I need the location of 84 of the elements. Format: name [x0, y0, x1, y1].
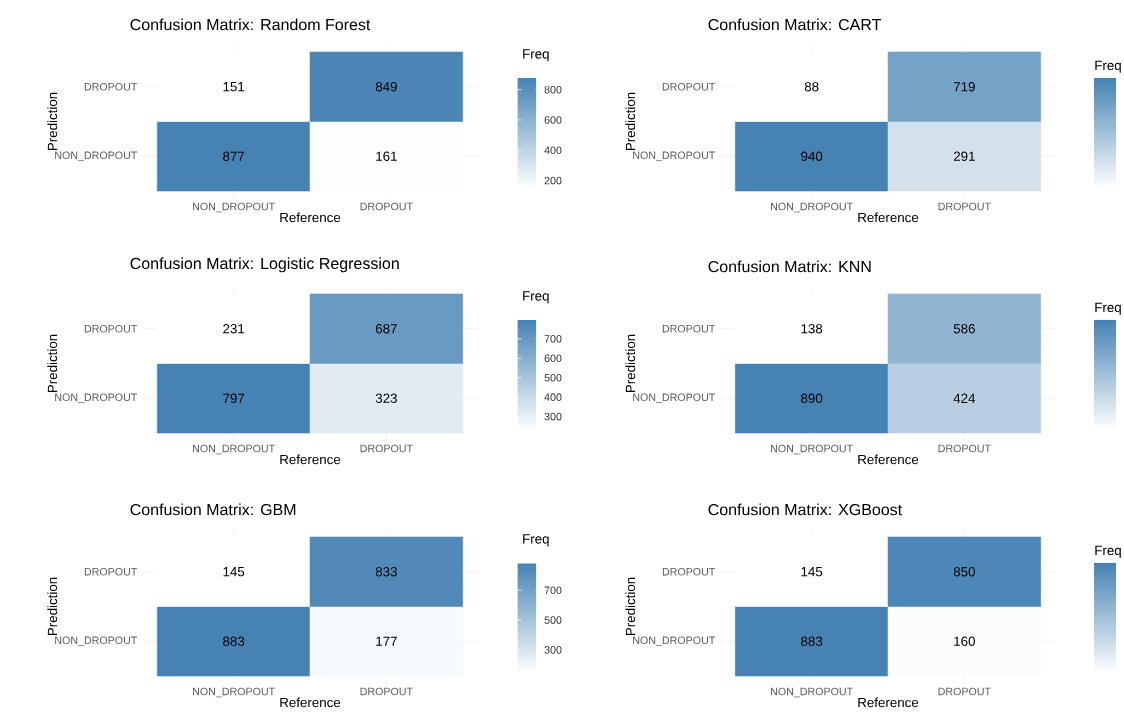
data-label: 424 [953, 393, 976, 403]
x-tick-label: NON_DROPOUT [771, 444, 853, 455]
color-bar-label: 300 [544, 412, 562, 421]
data-label: 323 [375, 393, 397, 403]
color-bar-title: Freq [523, 49, 549, 62]
x-tick-label: DROPOUT [360, 444, 413, 453]
data-label: 88 [804, 82, 819, 92]
x-tick-label: NON_DROPOUT [193, 444, 275, 455]
color-bar-label: 500 [544, 616, 562, 624]
x-tick-label: NON_DROPOUT [193, 687, 275, 698]
data-label: 883 [801, 636, 823, 646]
chart-title: Confusion Matrix: Random Forest [130, 18, 371, 31]
x-tick-label: NON_DROPOUT [193, 202, 275, 213]
data-label: 877 [223, 151, 245, 161]
color-bar-title: Freq [1095, 302, 1121, 315]
y-tick-label: NON_DROPOUT [633, 151, 716, 162]
color-bar-label: 400 [544, 146, 562, 155]
x-tick-label: DROPOUT [360, 202, 413, 211]
color-bar-label: 600 [544, 354, 562, 363]
chart-title: Confusion Matrix: Logistic Regression [130, 257, 399, 273]
x-tick-label: NON_DROPOUT [771, 687, 853, 698]
data-label: 586 [953, 324, 975, 334]
y-axis-title: Prediction [47, 577, 58, 636]
data-label: 160 [954, 636, 975, 646]
y-axis-title: Prediction [625, 334, 636, 393]
data-label: 719 [953, 82, 975, 92]
y-axis-title: Prediction [47, 92, 58, 151]
y-tick-label: NON_DROPOUT [633, 393, 716, 404]
color-bar-label: 200 [544, 176, 562, 185]
x-axis-title: Reference [858, 454, 919, 465]
x-axis-title: Reference [858, 212, 919, 223]
y-tick-label: DROPOUT [84, 82, 138, 91]
data-label: 850 [953, 567, 975, 577]
y-axis-title: Prediction [625, 577, 636, 636]
data-label: 145 [801, 567, 823, 577]
x-tick-label: NON_DROPOUT [771, 202, 853, 213]
chart-title: Confusion Matrix: XGBoost [708, 503, 903, 516]
color-bar-label: 500 [544, 373, 562, 382]
data-label: 151 [223, 82, 245, 92]
y-tick-label: DROPOUT [84, 567, 138, 576]
data-label: 161 [376, 151, 397, 161]
data-label: 231 [223, 324, 245, 334]
x-axis-title: Reference [280, 212, 341, 223]
y-tick-label: DROPOUT [662, 324, 716, 333]
y-tick-label: NON_DROPOUT [633, 636, 716, 647]
y-tick-label: NON_DROPOUT [55, 151, 138, 162]
color-bar-label: 700 [544, 586, 562, 595]
x-tick-label: DROPOUT [938, 444, 991, 453]
x-tick-label: DROPOUT [938, 202, 991, 211]
color-bar-label: 600 [544, 116, 562, 124]
data-label: 177 [376, 636, 397, 646]
color-bar-label: 300 [544, 646, 562, 654]
y-tick-label: NON_DROPOUT [55, 393, 138, 404]
data-label: 797 [223, 393, 245, 403]
y-axis-title: Prediction [625, 92, 636, 151]
data-label: 849 [375, 82, 397, 92]
y-tick-label: DROPOUT [84, 324, 138, 333]
color-bar-title: Freq [1095, 60, 1121, 73]
color-bar-title: Freq [523, 291, 549, 304]
color-bar-title: Freq [523, 534, 549, 547]
y-axis-title: Prediction [47, 334, 58, 393]
x-tick-label: DROPOUT [938, 687, 991, 696]
chart-title: Confusion Matrix: GBM [130, 503, 296, 516]
data-label: 940 [801, 151, 823, 161]
data-label: 138 [801, 324, 823, 334]
data-label: 145 [223, 567, 245, 577]
chart-title: Confusion Matrix: KNN [708, 260, 871, 273]
x-axis-title: Reference [280, 697, 341, 708]
color-bar-label: 400 [544, 393, 562, 401]
color-bar-label: 700 [544, 335, 562, 343]
color-bar-label: 800 [544, 85, 562, 94]
y-tick-label: DROPOUT [662, 567, 716, 576]
x-axis-title: Reference [280, 454, 341, 465]
x-axis-title: Reference [858, 697, 919, 708]
y-tick-label: DROPOUT [662, 82, 716, 91]
data-label: 833 [375, 567, 397, 577]
data-label: 687 [375, 324, 397, 334]
data-label: 890 [801, 393, 823, 403]
data-label: 291 [953, 151, 975, 161]
color-bar-title: Freq [1095, 545, 1121, 558]
y-tick-label: NON_DROPOUT [55, 636, 138, 647]
chart-title: Confusion Matrix: CART [708, 18, 882, 31]
x-tick-label: DROPOUT [360, 687, 413, 696]
data-label: 883 [223, 636, 245, 646]
